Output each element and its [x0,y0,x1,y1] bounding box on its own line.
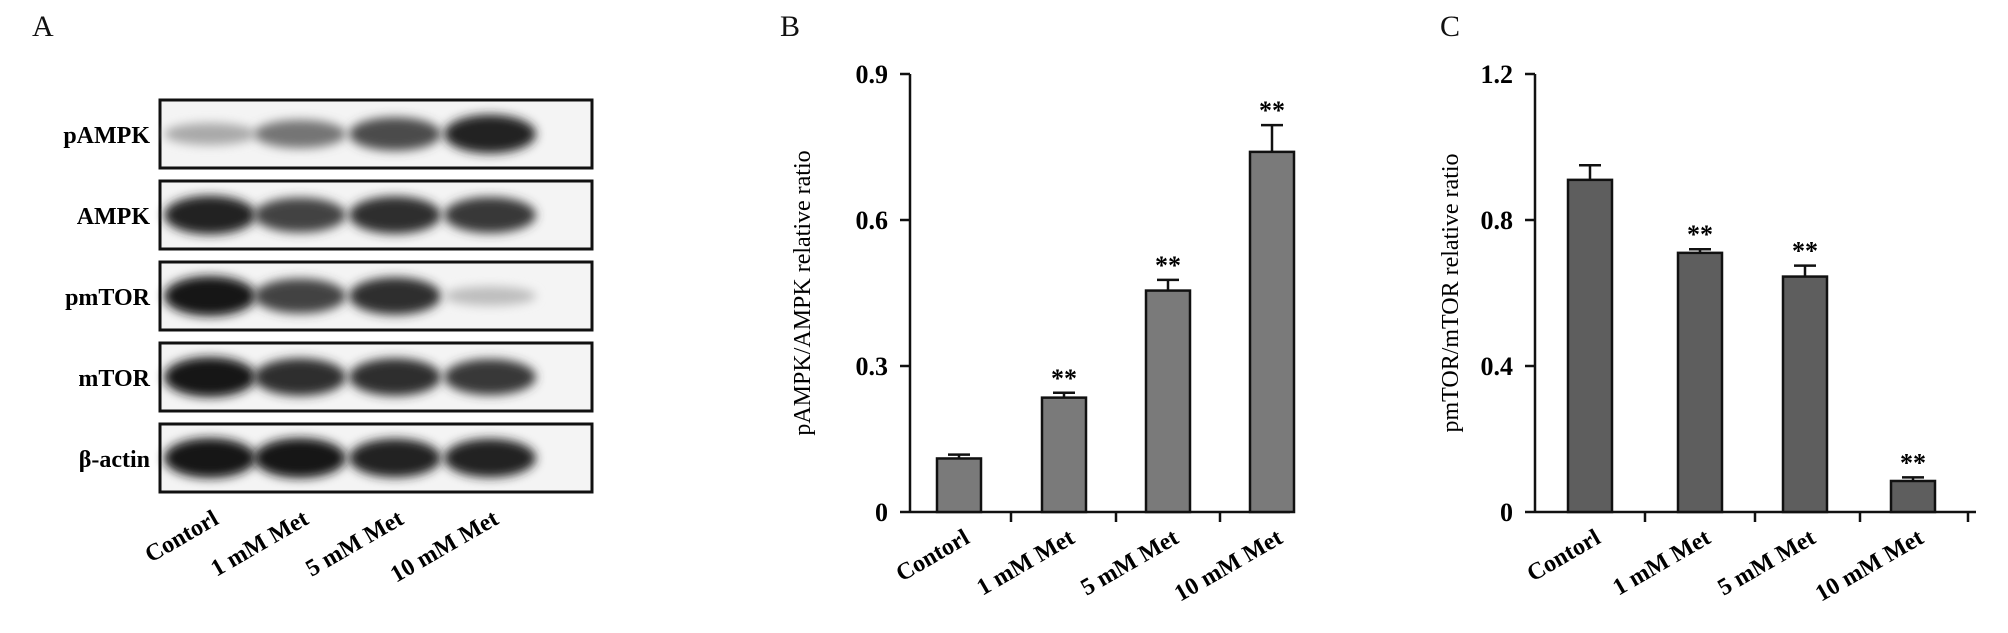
significance-marker: ** [1900,448,1926,477]
significance-marker: ** [1155,251,1181,280]
bar-chart-pmtor-mtor: 0 0.4 0.8 1.2 pmTOR/mTOR relative ratio Conto… [1438,60,1976,607]
blot-band [349,277,441,315]
bar-chart-pampk-ampk: 0 0.3 0.6 0.9 pAMPK/AMPK relative ratio Conto… [790,60,1296,607]
blot-row-label: β-actin [79,447,150,473]
blot-band [444,286,536,306]
blot-band [164,123,256,145]
blot-row-4: β-actin [79,422,594,494]
y-tick-label: 0.4 [1481,352,1514,381]
y-tick-label: 0.3 [856,352,889,381]
blot-band [349,358,441,396]
blot-row-1: AMPK [77,179,594,251]
significance-marker: ** [1687,220,1713,249]
x-tick-label: 10 mM Met [1170,525,1287,607]
blot-band [444,196,536,234]
bar [1040,396,1088,514]
significance-marker: ** [1259,96,1285,125]
y-axis-title: pAMPK/AMPK relative ratio [790,150,816,435]
y-tick-label: 1.2 [1481,60,1514,89]
y-tick-label: 0 [1500,498,1513,527]
blot-band [349,196,441,234]
bar [1781,275,1829,514]
y-tick-label: 0.9 [856,60,889,89]
blot-row-3: mTOR [78,341,594,413]
blot-row-0: pAMPK [63,98,594,170]
y-tick-label: 0 [875,498,888,527]
x-tick-label: 5 mM Met [1077,525,1183,601]
x-tick-label: 5 mM Met [1714,525,1820,601]
blot-lane-label: 10 mM Met [386,506,503,588]
blot-row-label: pAMPK [63,123,150,149]
blot-band [254,438,346,478]
y-tick-label: 0.8 [1481,206,1514,235]
blot-lane-label: 1 mM Met [207,506,313,582]
blot-band [254,119,346,149]
blot-band [254,278,346,314]
blot-band [164,276,256,316]
blot-band [349,438,441,478]
blot-row-2: pmTOR [65,260,594,332]
blot-band [164,357,256,397]
bar [1889,479,1937,514]
x-tick-label: Contorl [1523,525,1606,588]
y-axis-title: pmTOR/mTOR relative ratio [1438,153,1464,432]
bar [1566,178,1614,514]
y-tick-label: 0.6 [856,206,889,235]
blot-band [254,197,346,233]
significance-marker: ** [1051,364,1077,393]
bar [1676,251,1724,514]
blot-band [444,114,536,154]
blot-row-label: AMPK [77,204,151,230]
blot-band [164,438,256,478]
blot-band [254,358,346,396]
significance-marker: ** [1792,237,1818,266]
x-tick-label: Contorl [892,525,975,588]
x-tick-label: 1 mM Met [1609,525,1715,601]
blot-band [164,195,256,235]
x-tick-label: 10 mM Met [1811,525,1928,607]
bar [935,457,983,514]
panel-label-b: B [780,10,801,43]
blot-band [444,438,536,478]
panel-label-c: C [1440,10,1461,43]
bar [1248,150,1296,514]
panel-label-a: A [32,10,54,43]
bar [1144,289,1192,514]
blot-band [444,358,536,396]
x-tick-label: 1 mM Met [973,525,1079,601]
blot-row-label: mTOR [78,366,150,392]
blot-band [349,117,441,151]
blot-row-label: pmTOR [65,285,151,311]
